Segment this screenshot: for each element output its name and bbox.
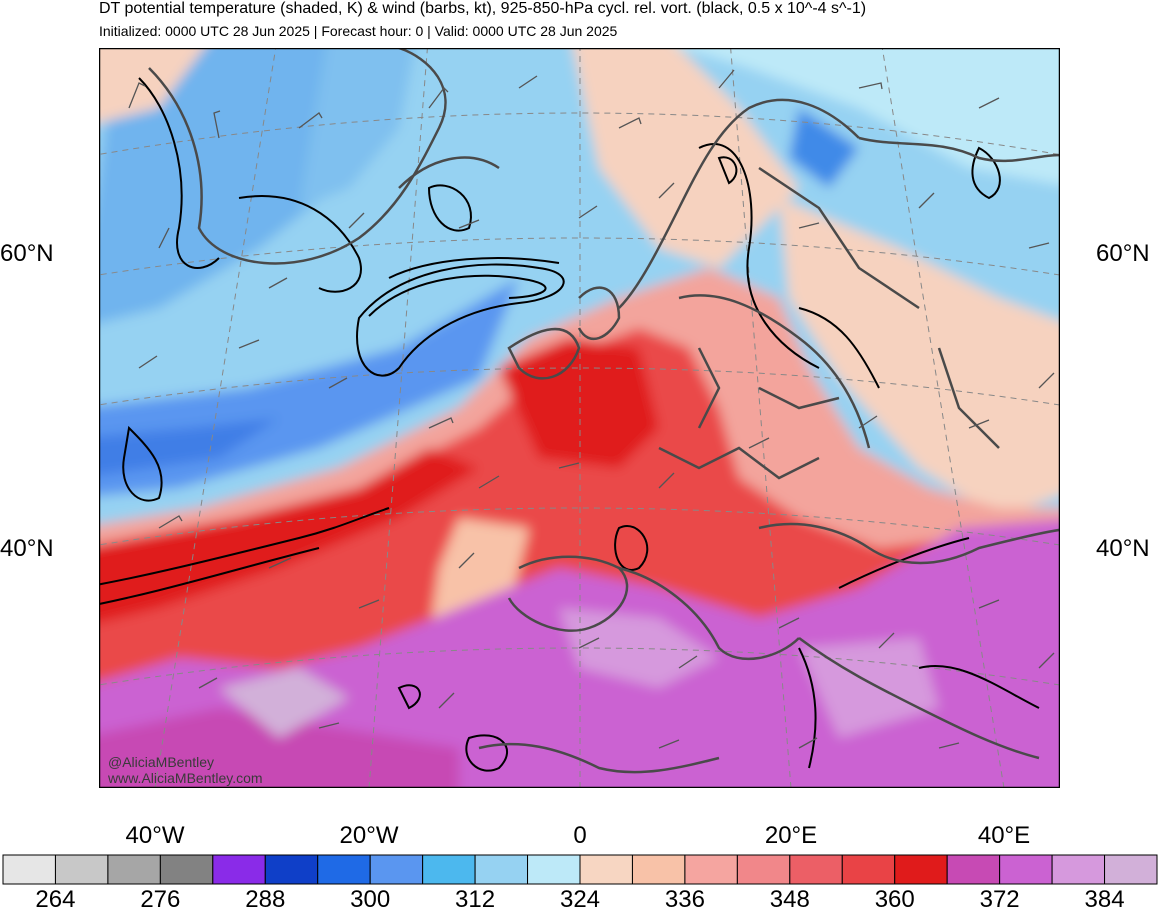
colorbar-swatch	[579, 854, 633, 885]
vorticity-contours	[99, 77, 1040, 772]
lat-label-60n-right: 60°N	[1096, 240, 1150, 267]
colorbar-swatch	[107, 854, 161, 885]
lon-label-40w: 40°W	[125, 822, 185, 849]
weather-map	[99, 48, 1060, 788]
colorbar-swatch	[736, 854, 791, 885]
colorbar-swatch	[159, 854, 214, 885]
coastlines-borders	[148, 48, 1060, 774]
colorbar-tick-label: 312	[455, 886, 496, 913]
colorbar-swatch	[54, 854, 109, 885]
colorbar	[2, 854, 1158, 885]
lon-label-40e: 40°E	[977, 822, 1031, 849]
colorbar-swatch	[1051, 854, 1106, 885]
colorbar-tick-label: 384	[1084, 886, 1125, 913]
colorbar-tick-label: 372	[979, 886, 1020, 913]
colorbar-tick-label: 288	[245, 886, 286, 913]
lat-label-60n-left: 60°N	[0, 240, 54, 267]
colorbar-swatch	[684, 854, 738, 885]
colorbar-swatch	[789, 854, 843, 885]
colorbar-swatch	[1104, 854, 1158, 885]
lon-label-20e: 20°E	[764, 822, 818, 849]
colorbar-swatch	[894, 854, 948, 885]
colorbar-tick-label: 300	[350, 886, 391, 913]
credit-handle: @AliciaMBentley	[108, 754, 215, 770]
wind-barbs	[128, 69, 1055, 749]
chart-title: DT potential temperature (shaded, K) & w…	[99, 0, 867, 17]
colorbar-tick-label: 348	[769, 886, 810, 913]
colorbar-swatch	[212, 854, 266, 885]
colorbar-swatch	[369, 854, 424, 885]
chart-subtitle: Initialized: 0000 UTC 28 Jun 2025 | Fore…	[99, 23, 618, 39]
lon-label-0: 0	[573, 822, 587, 849]
lat-label-40n-right: 40°N	[1096, 535, 1150, 562]
colorbar-swatch	[841, 854, 896, 885]
colorbar-swatch	[422, 854, 476, 885]
colorbar-swatch	[474, 854, 529, 885]
credit-website: www.AliciaMBentley.com	[108, 770, 263, 786]
colorbar-tick-label: 276	[140, 886, 181, 913]
colorbar-swatch	[527, 854, 581, 885]
colorbar-swatch	[999, 854, 1053, 885]
colorbar-swatch	[317, 854, 371, 885]
colorbar-tick-label: 336	[664, 886, 705, 913]
colorbar-tick-label: 360	[874, 886, 915, 913]
colorbar-swatch	[264, 854, 319, 885]
lon-label-20w: 20°W	[339, 822, 399, 849]
colorbar-tick-label: 324	[559, 886, 601, 913]
colorbar-swatch	[631, 854, 686, 885]
colorbar-swatch	[946, 854, 1001, 885]
lat-label-40n-left: 40°N	[0, 535, 54, 562]
graticule	[99, 48, 1060, 788]
colorbar-swatch	[2, 854, 56, 885]
colorbar-tick-label: 264	[35, 886, 76, 913]
